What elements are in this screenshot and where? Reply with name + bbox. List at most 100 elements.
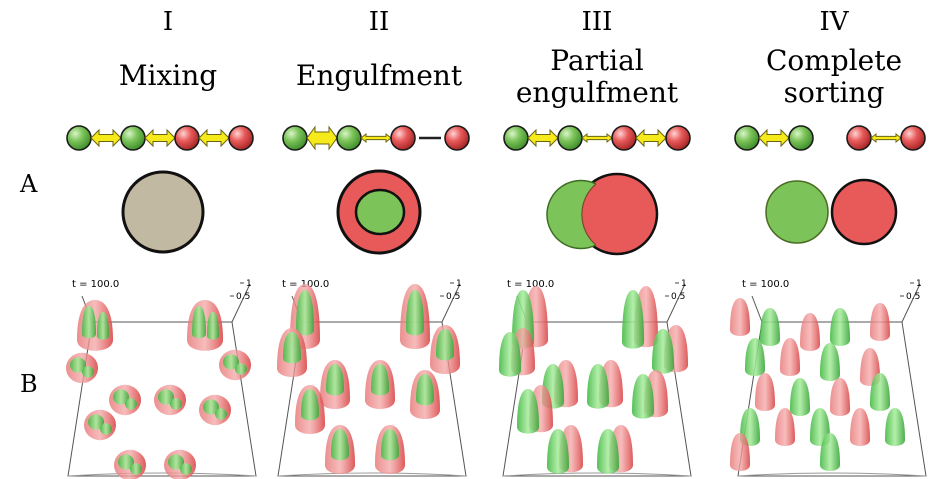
- green-droplet: [870, 373, 890, 411]
- chain-ball: [611, 125, 637, 151]
- column-title-4-line-2: sorting: [784, 76, 885, 109]
- row-label-a: A: [19, 170, 38, 198]
- simulation-panel-1: t = 100.0 1 0.5: [66, 279, 257, 479]
- green-blob: [82, 366, 94, 378]
- simulation-panel-4: t = 100.0 1 0.5: [730, 279, 927, 477]
- interaction-arrow: [360, 132, 392, 144]
- green-droplet: [192, 306, 206, 339]
- red-droplet: [830, 378, 850, 416]
- green-blob: [118, 454, 134, 470]
- green-droplet: [207, 312, 219, 340]
- green-blob: [125, 398, 137, 410]
- red-droplet: [730, 298, 750, 336]
- sorted-red-cell: [830, 178, 898, 246]
- chain-ball: [336, 125, 362, 151]
- simulation-panel-2: t = 100.0 10.5: [277, 279, 467, 477]
- green-blob: [113, 389, 129, 405]
- green-droplet: [547, 429, 569, 474]
- red-droplet: [870, 303, 890, 341]
- interaction-chains: [66, 125, 926, 151]
- green-blob: [88, 414, 104, 430]
- green-droplet: [745, 338, 765, 376]
- chain-ball: [228, 125, 254, 151]
- green-droplet: [416, 374, 434, 406]
- interaction-arrow: [198, 128, 230, 148]
- axis-tick-mid: 0.5: [671, 292, 685, 302]
- chain-ball: [665, 125, 691, 151]
- partial-green-cell: [546, 180, 596, 249]
- interaction-arrow: [527, 128, 559, 148]
- green-droplet: [283, 332, 301, 364]
- chain-ball: [66, 125, 92, 151]
- column-title-1-line-1: Mixing: [119, 59, 217, 92]
- green-droplet: [760, 308, 780, 346]
- green-droplet: [296, 290, 314, 336]
- column-numeral-1: I: [163, 7, 173, 37]
- cell-schematics: [121, 169, 898, 256]
- green-blob: [158, 389, 174, 405]
- chain-1: [66, 125, 254, 151]
- green-droplet: [885, 408, 905, 446]
- axis-tick-mid: 0.5: [906, 292, 920, 302]
- interaction-arrow: [581, 132, 613, 144]
- green-droplet: [436, 329, 454, 361]
- chain-ball: [557, 125, 583, 151]
- chain-ball: [846, 125, 872, 151]
- row-label-b: B: [20, 370, 38, 398]
- simulation-panel-3: t = 100.0 1 0.5: [499, 279, 692, 477]
- green-blob: [223, 354, 239, 370]
- axis-tick-mid: 0.5: [446, 292, 460, 302]
- green-droplet: [82, 306, 96, 339]
- green-droplet: [790, 378, 810, 416]
- chain-ball: [282, 125, 308, 151]
- axis-tick-mid: 0.5: [236, 292, 250, 302]
- chain-4: [734, 125, 926, 151]
- green-droplet: [517, 389, 539, 434]
- column-title-4-line-1: Complete: [766, 44, 902, 77]
- red-droplet: [800, 313, 820, 351]
- green-blob: [235, 363, 247, 375]
- column-title-3-line-2: engulfment: [516, 76, 679, 109]
- green-droplet: [632, 374, 654, 419]
- chain-ball: [788, 125, 814, 151]
- red-droplet: [780, 338, 800, 376]
- chain-ball: [503, 125, 529, 151]
- green-droplet: [301, 389, 319, 421]
- interaction-arrow: [758, 128, 790, 148]
- chain-2: [282, 125, 470, 151]
- column-numeral-2: II: [369, 7, 390, 37]
- interaction-arrow: [90, 128, 122, 148]
- green-droplet: [331, 429, 349, 461]
- chain-ball: [390, 125, 416, 151]
- green-droplet: [499, 332, 521, 377]
- simulation-panels: t = 100.0 10.5t = 100.0 10.5t = 100.0 10.5t…: [66, 279, 927, 479]
- interaction-arrow: [635, 128, 667, 148]
- chain-ball: [174, 125, 200, 151]
- mixed-cell: [121, 170, 205, 254]
- green-droplet: [406, 290, 424, 336]
- red-droplet: [755, 373, 775, 411]
- column-numeral-4: IV: [819, 7, 849, 37]
- green-blob: [203, 399, 219, 415]
- chain-ball: [900, 125, 926, 151]
- green-droplet: [97, 312, 109, 340]
- axis-tick-top: 1: [246, 279, 252, 289]
- green-droplet: [820, 433, 840, 471]
- interaction-arrow: [870, 132, 902, 144]
- chain-ball: [734, 125, 760, 151]
- interaction-arrow: [306, 125, 338, 151]
- red-droplet: [730, 433, 750, 471]
- green-droplet: [326, 364, 344, 396]
- time-stamp: t = 100.0: [742, 279, 789, 290]
- green-droplet: [830, 308, 850, 346]
- sorted-green-cell: [765, 180, 829, 244]
- green-blob: [170, 398, 182, 410]
- chain-3: [503, 125, 691, 151]
- column-numeral-3: III: [582, 7, 613, 37]
- interaction-arrow: [144, 128, 176, 148]
- engulfed-green-cell: [354, 188, 406, 236]
- green-droplet: [652, 329, 674, 374]
- chain-ball: [444, 125, 470, 151]
- green-droplet: [597, 429, 619, 474]
